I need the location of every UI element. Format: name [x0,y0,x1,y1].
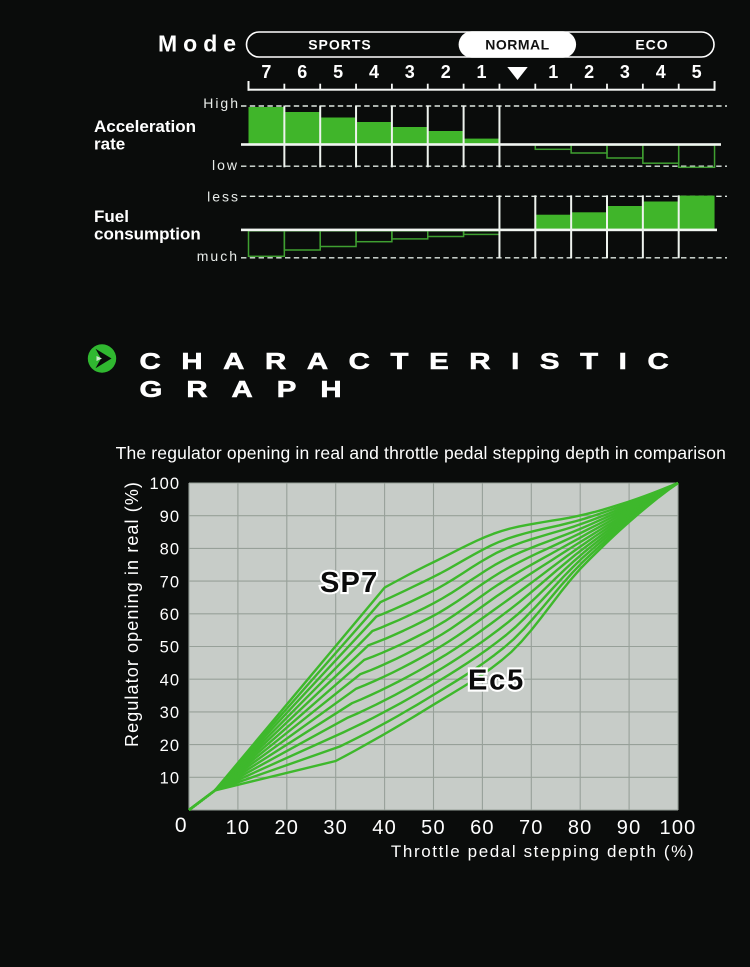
svg-text:7: 7 [261,62,271,82]
svg-text:2: 2 [584,62,594,82]
svg-text:10: 10 [226,817,251,839]
svg-text:5: 5 [333,62,343,82]
svg-text:20: 20 [274,817,299,839]
svg-text:GRAPH: GRAPH [140,376,366,403]
svg-text:50: 50 [160,639,180,657]
svg-text:Regulator opening in real (%): Regulator opening in real (%) [122,481,142,747]
svg-text:0: 0 [175,814,187,837]
svg-text:The regulator opening in real: The regulator opening in real and thrott… [116,443,726,463]
svg-text:CHARACTERISTIC: CHARACTERISTIC [140,348,690,375]
svg-text:6: 6 [297,62,307,82]
svg-text:100: 100 [660,817,697,839]
svg-text:SPORTS: SPORTS [308,37,372,53]
svg-text:60: 60 [160,606,180,624]
svg-text:2: 2 [441,62,451,82]
svg-text:much: much [197,248,239,264]
svg-text:80: 80 [160,541,180,559]
svg-text:4: 4 [656,62,666,82]
svg-text:5: 5 [692,62,702,82]
svg-text:High: High [203,95,240,111]
svg-text:100: 100 [149,475,180,493]
svg-text:ECO: ECO [635,37,668,53]
svg-text:rate: rate [94,135,125,154]
svg-text:10: 10 [160,770,180,788]
svg-text:Mode: Mode [158,31,242,57]
svg-text:80: 80 [568,817,593,839]
svg-text:low: low [212,157,239,173]
svg-text:40: 40 [372,817,397,839]
svg-text:NORMAL: NORMAL [485,37,549,53]
svg-text:1: 1 [548,62,558,82]
svg-text:Throttle pedal stepping depth: Throttle pedal stepping depth (%) [391,842,695,861]
svg-text:70: 70 [519,817,544,839]
svg-text:Acceleration: Acceleration [94,117,196,136]
svg-text:40: 40 [160,671,180,689]
svg-text:70: 70 [160,573,180,591]
svg-text:60: 60 [470,817,495,839]
svg-text:90: 90 [160,508,180,526]
svg-text:4: 4 [369,62,379,82]
svg-text:90: 90 [617,817,642,839]
svg-text:Fuel: Fuel [94,207,129,226]
svg-text:3: 3 [620,62,630,82]
svg-text:SP7: SP7 [320,567,378,599]
svg-text:50: 50 [421,817,446,839]
svg-text:less: less [207,188,240,204]
svg-text:30: 30 [160,704,180,722]
svg-text:Ec5: Ec5 [468,665,525,697]
svg-text:20: 20 [160,737,180,755]
svg-text:consumption: consumption [94,225,201,244]
svg-text:1: 1 [476,62,486,82]
svg-text:30: 30 [323,817,348,839]
svg-text:3: 3 [405,62,415,82]
